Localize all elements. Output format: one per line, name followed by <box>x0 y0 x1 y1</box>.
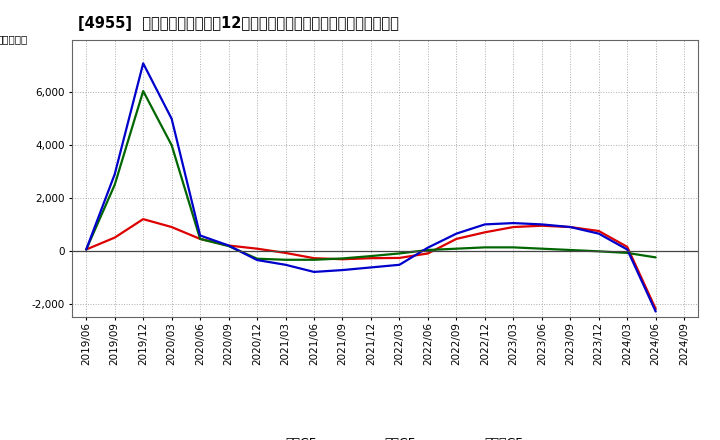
投資CF <box>452 246 461 251</box>
フリーCF <box>338 268 347 273</box>
フリーCF <box>196 233 204 238</box>
営業CF <box>196 236 204 242</box>
営業CF <box>139 216 148 222</box>
フリーCF <box>480 222 489 227</box>
営業CF <box>480 230 489 235</box>
営業CF <box>423 251 432 256</box>
投資CF <box>338 256 347 261</box>
営業CF <box>595 228 603 234</box>
投資CF <box>253 256 261 261</box>
投資CF <box>196 236 204 242</box>
営業CF <box>338 257 347 262</box>
投資CF <box>395 251 404 256</box>
フリーCF <box>310 269 318 275</box>
フリーCF <box>423 245 432 250</box>
営業CF <box>623 244 631 249</box>
営業CF <box>652 306 660 312</box>
営業CF <box>395 255 404 260</box>
フリーCF <box>452 231 461 236</box>
営業CF <box>566 224 575 230</box>
営業CF <box>509 224 518 230</box>
営業CF <box>253 246 261 251</box>
Line: フリーCF: フリーCF <box>86 63 656 312</box>
営業CF <box>225 243 233 248</box>
フリーCF <box>225 243 233 248</box>
投資CF <box>623 250 631 256</box>
Legend: 営業CF, 投資CF, フリーCF: 営業CF, 投資CF, フリーCF <box>243 432 528 440</box>
Line: 営業CF: 営業CF <box>86 219 656 309</box>
投資CF <box>595 249 603 254</box>
フリーCF <box>537 222 546 227</box>
営業CF <box>452 236 461 242</box>
投資CF <box>537 246 546 251</box>
フリーCF <box>566 224 575 230</box>
営業CF <box>167 224 176 230</box>
フリーCF <box>110 172 119 177</box>
Text: [4955]  キャッシュフローの12か月移動合計の対前年同期増減額の推移: [4955] キャッシュフローの12か月移動合計の対前年同期増減額の推移 <box>78 16 399 32</box>
営業CF <box>310 256 318 261</box>
営業CF <box>82 247 91 252</box>
フリーCF <box>623 247 631 252</box>
営業CF <box>366 256 375 261</box>
投資CF <box>110 182 119 187</box>
投資CF <box>282 257 290 262</box>
フリーCF <box>253 257 261 263</box>
投資CF <box>366 253 375 259</box>
フリーCF <box>395 262 404 268</box>
投資CF <box>139 88 148 94</box>
投資CF <box>480 245 489 250</box>
投資CF <box>566 247 575 253</box>
Line: 投資CF: 投資CF <box>86 91 656 260</box>
営業CF <box>282 250 290 256</box>
フリーCF <box>366 265 375 270</box>
フリーCF <box>167 116 176 121</box>
フリーCF <box>595 231 603 236</box>
フリーCF <box>282 262 290 268</box>
フリーCF <box>139 61 148 66</box>
フリーCF <box>82 247 91 252</box>
フリーCF <box>652 309 660 314</box>
投資CF <box>652 255 660 260</box>
フリーCF <box>509 220 518 226</box>
投資CF <box>225 243 233 249</box>
営業CF <box>110 235 119 240</box>
営業CF <box>537 223 546 228</box>
Y-axis label: （百万円）: （百万円） <box>0 34 28 44</box>
投資CF <box>423 247 432 253</box>
投資CF <box>167 143 176 148</box>
投資CF <box>310 257 318 262</box>
投資CF <box>82 247 91 252</box>
投資CF <box>509 245 518 250</box>
